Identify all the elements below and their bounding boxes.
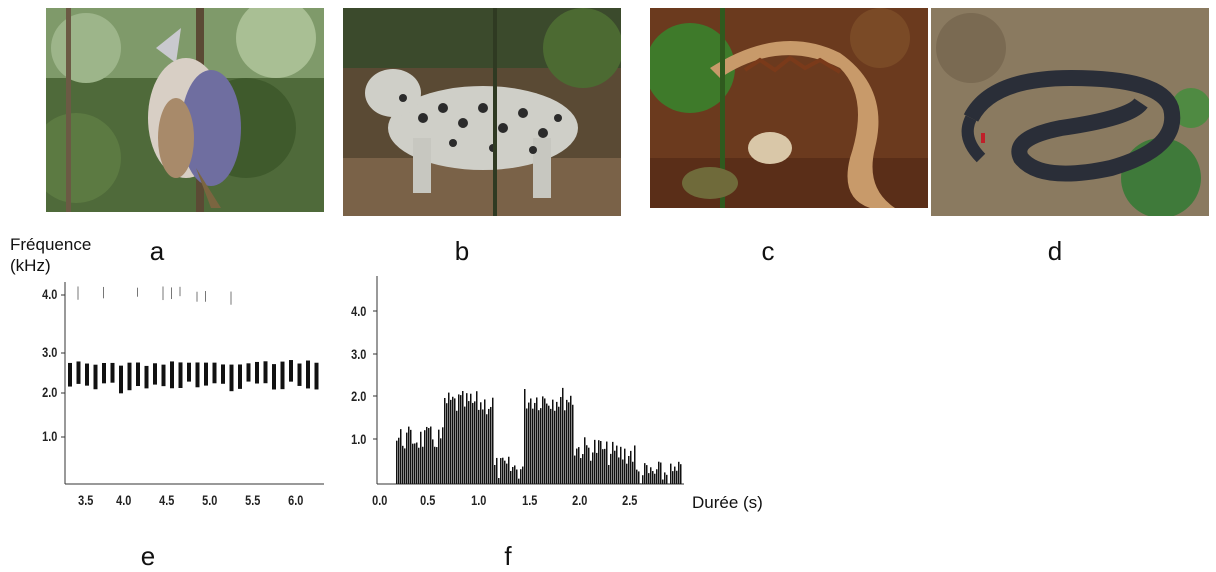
e-ytick-3: 3.0: [42, 344, 57, 360]
e-ytick-1: 1.0: [42, 428, 57, 444]
f-xtick-1.0: 1.0: [471, 492, 486, 508]
photo-snake: [931, 8, 1209, 216]
f-ytick-1: 1.0: [351, 431, 366, 447]
photo-viper: [650, 8, 928, 208]
f-xtick-0.0: 0.0: [372, 492, 387, 508]
f-ytick-3: 3.0: [351, 346, 366, 362]
frequency-axis-title: Fréquence (kHz): [10, 234, 91, 276]
f-xtick-2.5: 2.5: [622, 492, 637, 508]
e-xtick-5.0: 5.0: [202, 492, 217, 508]
panel-label-d: d: [1035, 236, 1075, 267]
e-ytick-2: 2.0: [42, 384, 57, 400]
frequency-axis-title-line2: (kHz): [10, 255, 91, 276]
e-xtick-4.0: 4.0: [116, 492, 131, 508]
spectrogram-f-marks: [396, 388, 682, 484]
e-ytick-4: 4.0: [42, 286, 57, 302]
photo-leopard: [343, 8, 621, 216]
f-xtick-2.0: 2.0: [572, 492, 587, 508]
panel-label-c: c: [748, 236, 788, 267]
f-ytick-2: 2.0: [351, 388, 366, 404]
panel-label-e: e: [128, 541, 168, 572]
photo-eagle: [46, 8, 324, 212]
f-ytick-4: 4.0: [351, 303, 366, 319]
f-xtick-0.5: 0.5: [420, 492, 435, 508]
panel-label-f: f: [488, 541, 528, 572]
spectrogram-e-marks: [68, 286, 319, 393]
e-xtick-5.5: 5.5: [245, 492, 260, 508]
panel-label-a: a: [137, 236, 177, 267]
f-xtick-1.5: 1.5: [522, 492, 537, 508]
e-xtick-6.0: 6.0: [288, 492, 303, 508]
e-xtick-3.5: 3.5: [78, 492, 93, 508]
duration-axis-title: Durée (s): [692, 492, 763, 513]
frequency-axis-title-line1: Fréquence: [10, 234, 91, 255]
spectrogram-e: [62, 282, 326, 486]
e-xtick-4.5: 4.5: [159, 492, 174, 508]
panel-label-b: b: [442, 236, 482, 267]
spectrogram-f: [374, 276, 686, 486]
